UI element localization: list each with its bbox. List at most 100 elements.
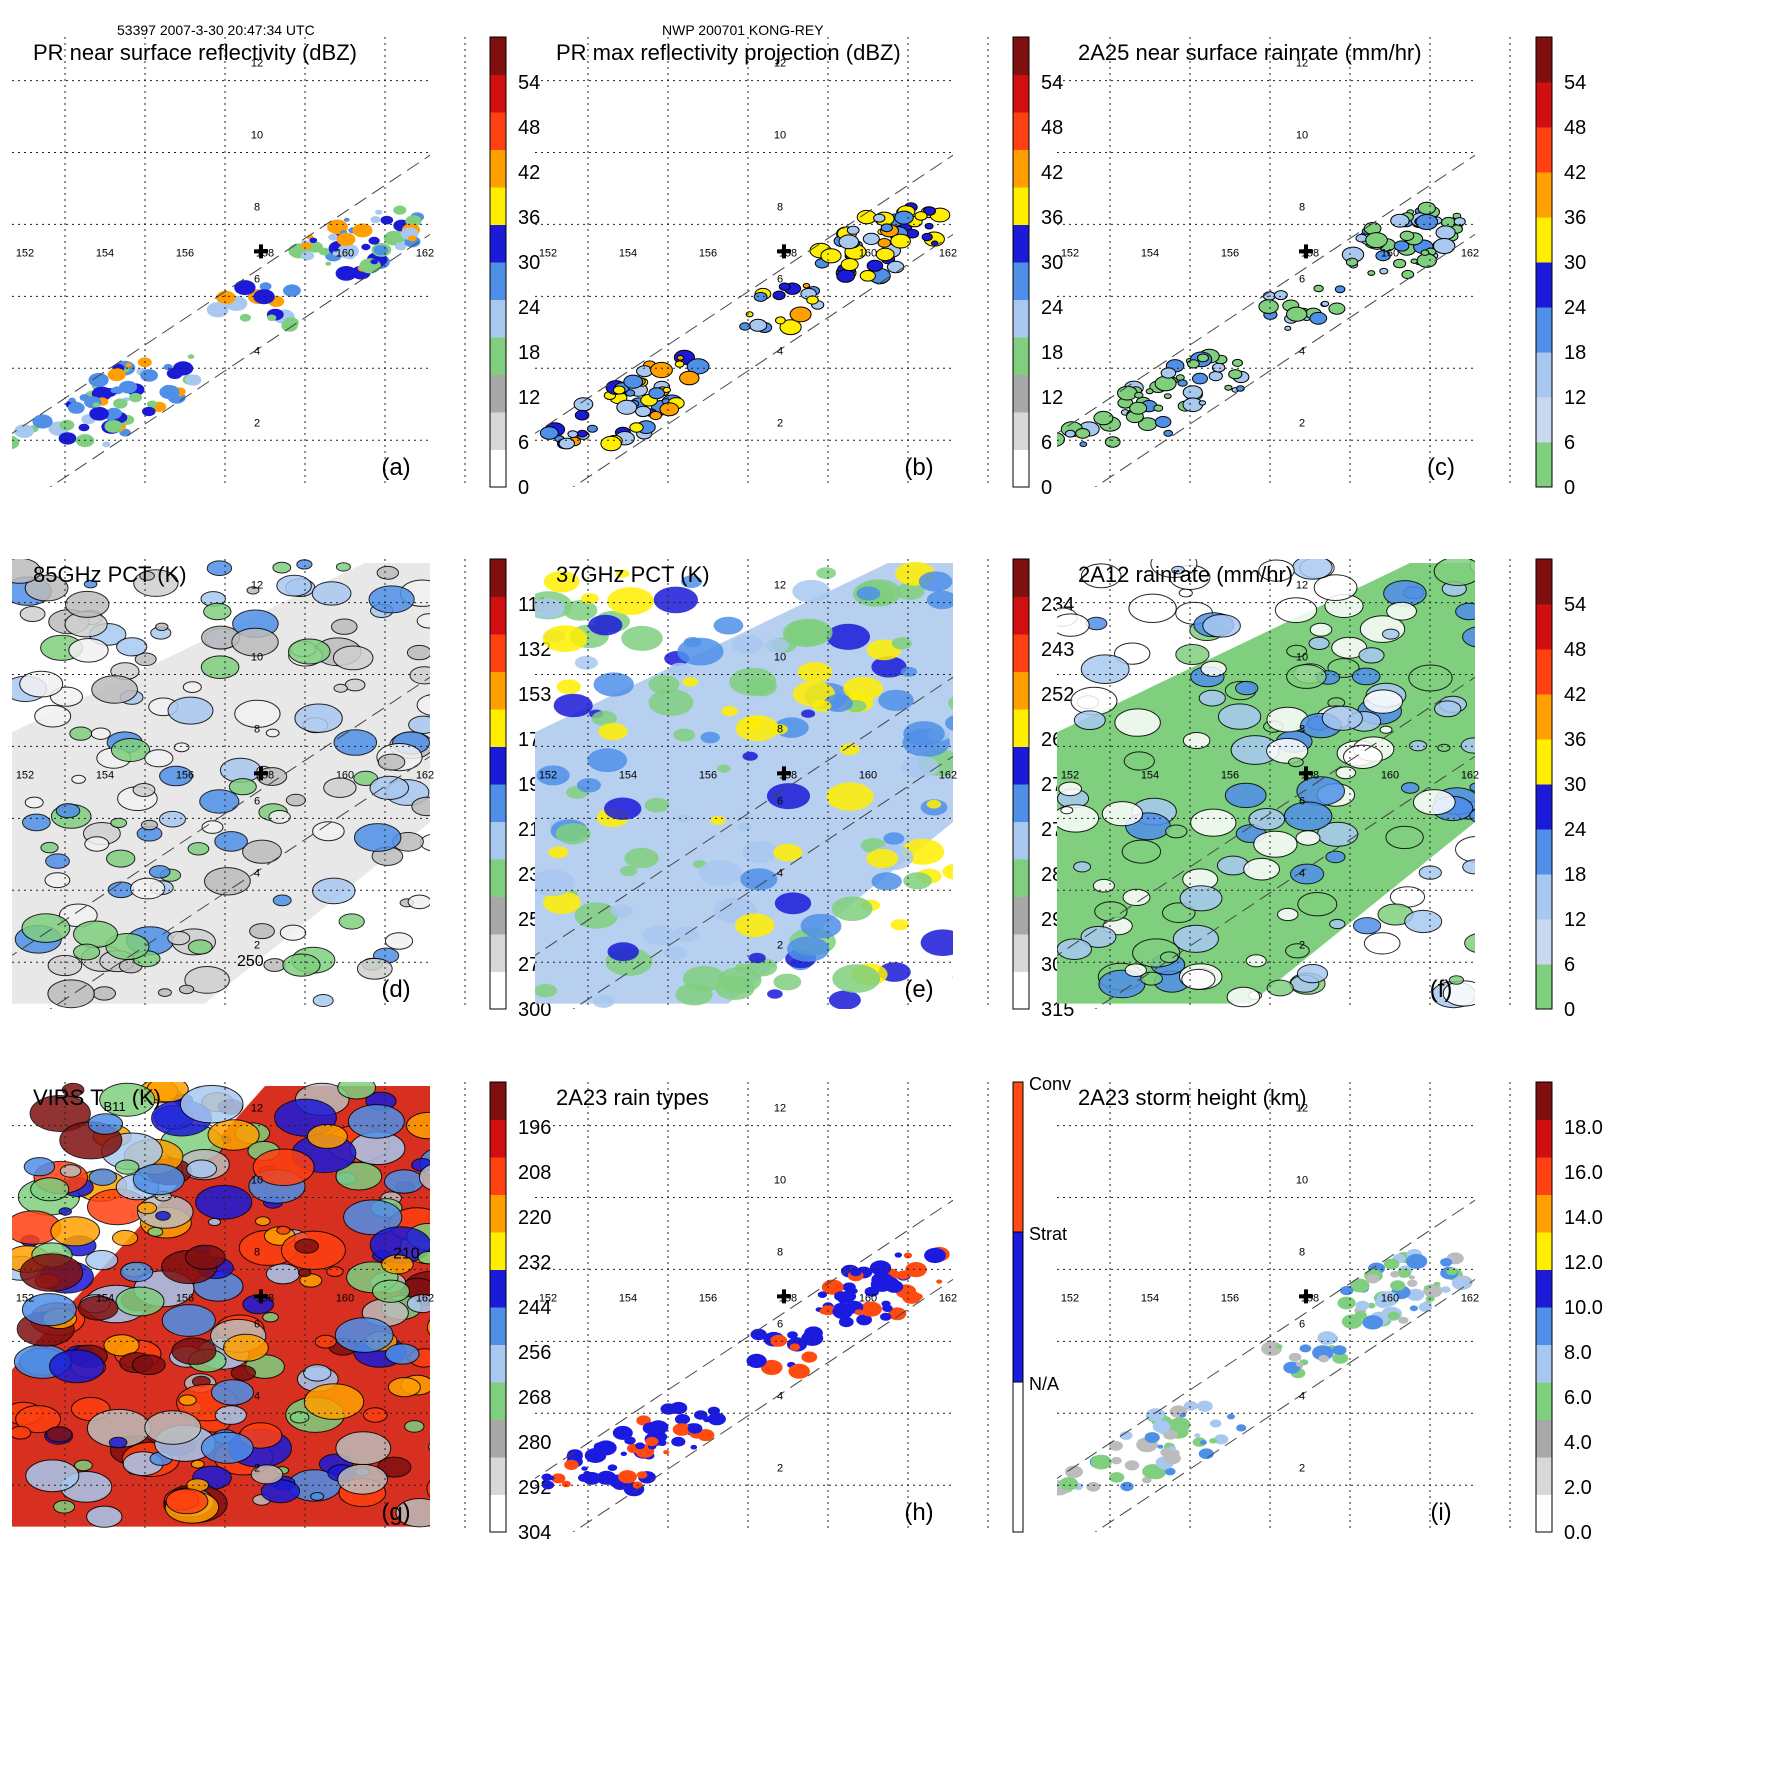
lat-tick-label: 8 bbox=[1299, 1247, 1305, 1259]
panel-label: (c) bbox=[1427, 454, 1455, 481]
field-blob bbox=[22, 813, 51, 832]
lon-tick-label: 156 bbox=[176, 1292, 194, 1304]
echo-blob bbox=[1111, 1456, 1122, 1465]
field-blob bbox=[29, 1095, 91, 1132]
echo-blob bbox=[1340, 1285, 1354, 1296]
colorbar-swatch bbox=[1536, 1307, 1552, 1345]
field-blob bbox=[773, 973, 802, 991]
echo-blob bbox=[1194, 1433, 1201, 1438]
field-blob bbox=[83, 579, 98, 589]
field-blob bbox=[766, 783, 811, 810]
field-blob bbox=[786, 618, 833, 647]
field-blob bbox=[134, 652, 157, 667]
colorbar-swatch bbox=[490, 262, 506, 300]
colorbar-tick-label: 0.0 bbox=[1564, 1522, 1592, 1544]
field-blob bbox=[1480, 625, 1503, 639]
colorbar-tick-label: 252 bbox=[1041, 684, 1074, 706]
field-blob bbox=[333, 729, 378, 756]
echo-blob bbox=[1209, 1419, 1222, 1428]
echo-blob bbox=[1410, 258, 1418, 264]
field-blob bbox=[265, 728, 280, 738]
field-blob bbox=[131, 1354, 166, 1376]
echo-blob bbox=[573, 397, 594, 412]
field-blob bbox=[1080, 563, 1122, 589]
field-blob bbox=[1331, 636, 1368, 659]
echo-blob bbox=[107, 368, 126, 382]
field-blob bbox=[456, 1412, 472, 1422]
field-blob bbox=[21, 913, 71, 943]
field-blob bbox=[323, 777, 357, 798]
lat-tick-label: 6 bbox=[254, 1318, 260, 1330]
panel-title: 2A12 rainrate (mm/hr) bbox=[1078, 562, 1293, 587]
echo-blob bbox=[1209, 1438, 1217, 1444]
field-blob bbox=[891, 637, 912, 650]
field-blob bbox=[262, 1312, 279, 1323]
echo-blob bbox=[1355, 1300, 1370, 1311]
field-blob bbox=[381, 1254, 414, 1275]
colorbar-swatch bbox=[490, 671, 506, 710]
swath-edge bbox=[1057, 1199, 1475, 1480]
colorbar-swatch bbox=[490, 821, 506, 860]
field-blob bbox=[648, 689, 694, 716]
field-blob bbox=[620, 865, 638, 877]
field-blob bbox=[871, 872, 902, 891]
colorbar-swatch bbox=[1536, 307, 1552, 353]
echo-blob bbox=[1142, 1464, 1163, 1479]
field-blob bbox=[1308, 636, 1330, 651]
colorbar-swatch bbox=[490, 337, 506, 375]
swath-edge bbox=[535, 154, 953, 435]
echo-blob bbox=[1075, 428, 1091, 439]
field-blob bbox=[682, 677, 699, 687]
colorbar-tick-label: 280 bbox=[518, 1432, 551, 1454]
field-blob bbox=[1455, 835, 1475, 863]
echo-blob bbox=[1288, 1352, 1302, 1362]
echo-blob bbox=[1376, 1291, 1399, 1307]
lon-tick-label: 152 bbox=[16, 769, 34, 781]
field-blob bbox=[242, 839, 282, 864]
field-blob bbox=[1460, 737, 1475, 754]
echo-blob bbox=[567, 1449, 583, 1461]
field-blob bbox=[1290, 863, 1325, 885]
echo-blob bbox=[309, 237, 318, 243]
echo-blob bbox=[707, 1412, 726, 1426]
echo-blob bbox=[1334, 285, 1346, 294]
field-blob bbox=[426, 1319, 430, 1336]
field-blob bbox=[12, 1425, 32, 1440]
field-blob bbox=[45, 853, 70, 869]
echo-blob bbox=[1366, 1274, 1380, 1284]
lon-tick-label: 156 bbox=[1221, 247, 1239, 259]
lon-tick-label: 154 bbox=[1141, 769, 1159, 781]
lon-tick-label: 156 bbox=[1221, 769, 1239, 781]
field-blob bbox=[555, 823, 591, 845]
echo-blob bbox=[1146, 1408, 1165, 1422]
colorbar-tick-label: 300 bbox=[518, 999, 551, 1021]
colorbar-swatch bbox=[1536, 1419, 1552, 1458]
panel-a: 15215415615816016224681012PR near surfac… bbox=[12, 36, 540, 499]
colorbar-swatch bbox=[1536, 1269, 1552, 1308]
echo-blob bbox=[1157, 1444, 1164, 1449]
field-blob bbox=[1412, 789, 1456, 816]
field-blob bbox=[1253, 830, 1298, 858]
echo-blob bbox=[1390, 213, 1410, 228]
field-blob bbox=[337, 1463, 389, 1495]
colorbar-swatch bbox=[1013, 971, 1029, 1010]
field-blob bbox=[434, 1328, 447, 1336]
field-blob bbox=[1277, 907, 1299, 922]
echo-blob bbox=[1420, 249, 1430, 256]
echo-blob bbox=[1295, 1361, 1304, 1367]
lon-tick-label: 162 bbox=[416, 1292, 434, 1304]
echo-blob bbox=[850, 1268, 862, 1277]
field-blob bbox=[1358, 647, 1385, 664]
field-blob bbox=[187, 842, 210, 856]
panel-plot-area bbox=[12, 559, 430, 1009]
echo-blob bbox=[880, 223, 893, 233]
echo-blob bbox=[612, 385, 626, 395]
echo-blob bbox=[548, 1475, 555, 1481]
field-blob bbox=[1309, 622, 1333, 637]
colorbar-tick-label: 36 bbox=[1564, 729, 1586, 751]
lat-tick-label: 2 bbox=[254, 939, 260, 951]
colorbar-swatch bbox=[1536, 964, 1552, 1010]
field-blob bbox=[742, 841, 779, 863]
lat-tick-label: 6 bbox=[1299, 795, 1305, 807]
